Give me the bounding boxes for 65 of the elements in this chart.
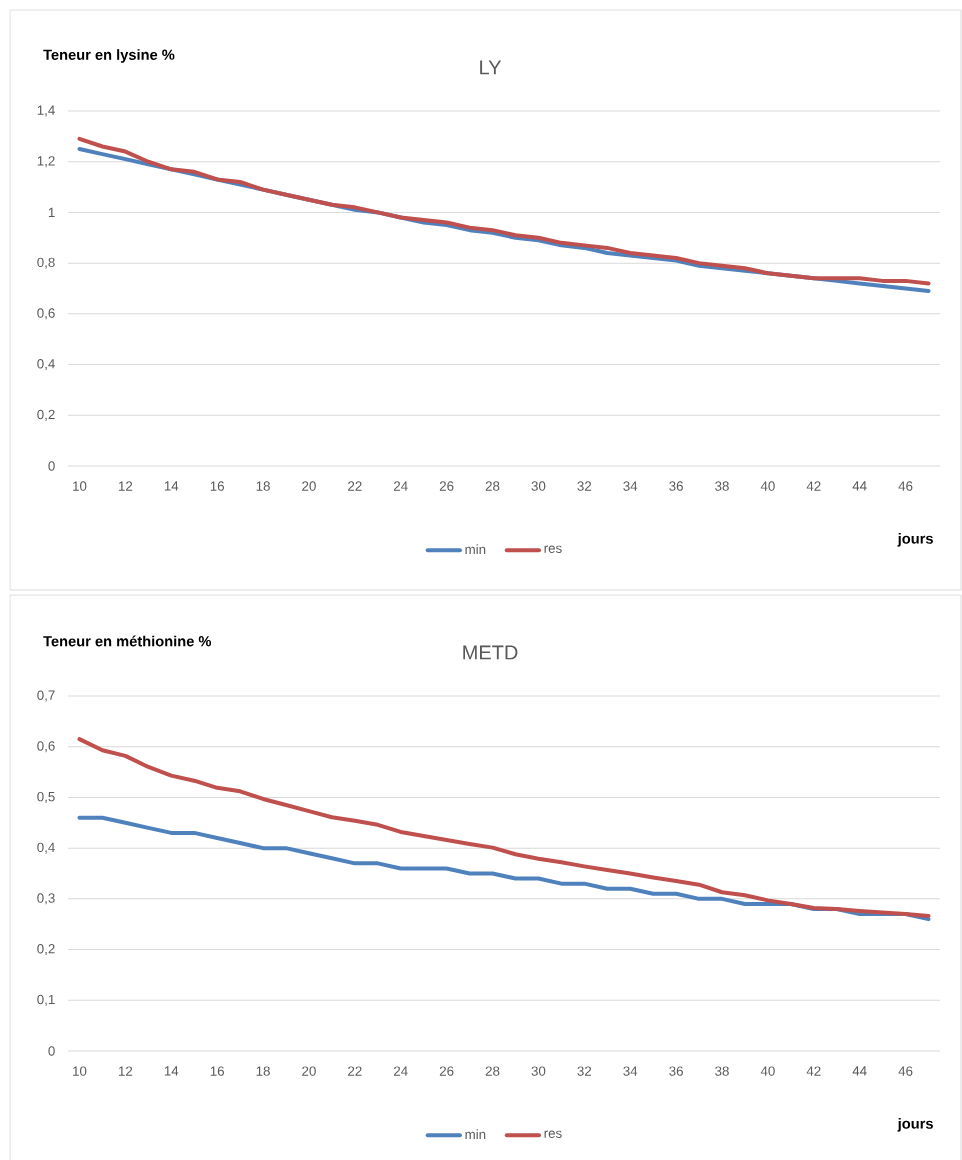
x-tick-label: 20 bbox=[302, 481, 316, 491]
x-tick-label: 44 bbox=[852, 1066, 867, 1076]
x-tick-label: 16 bbox=[210, 481, 224, 491]
y-tick-label: 0,6 bbox=[37, 308, 55, 320]
x-tick-label: 40 bbox=[760, 1066, 775, 1076]
y-tick-label: 0,2 bbox=[37, 944, 55, 956]
x-tick-label: 38 bbox=[715, 1066, 729, 1076]
y-tick-label: 1 bbox=[48, 207, 55, 218]
y-tick-label: 0,4 bbox=[37, 359, 55, 371]
y-tick-label: 0,2 bbox=[37, 409, 55, 421]
x-axis-title: jours bbox=[897, 1118, 933, 1132]
legend-label: min bbox=[465, 544, 486, 555]
x-tick-label: 34 bbox=[623, 1066, 638, 1076]
x-axis-title: jours bbox=[897, 533, 933, 547]
x-tick-label: 28 bbox=[485, 481, 500, 491]
x-tick-label: 30 bbox=[531, 1066, 546, 1076]
y-tick-label: 0,7 bbox=[37, 690, 55, 702]
y-axis-title: Teneur en lysine % bbox=[43, 49, 175, 63]
x-tick-label: 22 bbox=[348, 481, 362, 491]
x-tick-label: 42 bbox=[806, 481, 821, 491]
chart-title: METD bbox=[463, 645, 518, 660]
x-tick-label: 18 bbox=[256, 1066, 270, 1076]
x-tick-label: 24 bbox=[393, 481, 408, 491]
x-tick-label: 10 bbox=[73, 481, 87, 491]
y-axis-title: Teneur en méthionine % bbox=[43, 635, 212, 647]
x-tick-label: 32 bbox=[577, 481, 592, 491]
x-tick-label: 20 bbox=[302, 1066, 316, 1076]
x-tick-label: 32 bbox=[577, 1066, 592, 1076]
x-tick-label: 40 bbox=[760, 481, 775, 491]
x-tick-label: 46 bbox=[898, 1066, 913, 1076]
y-tick-label: 0,6 bbox=[37, 741, 55, 753]
y-tick-label: 0,4 bbox=[37, 842, 55, 854]
x-tick-label: 12 bbox=[118, 481, 133, 491]
x-tick-label: 46 bbox=[898, 481, 913, 491]
x-tick-label: 42 bbox=[806, 1066, 821, 1076]
y-tick-label: 0 bbox=[48, 1046, 55, 1056]
x-tick-label: 12 bbox=[118, 1066, 133, 1076]
x-tick-label: 16 bbox=[210, 1066, 224, 1076]
y-tick-label: 0,3 bbox=[37, 893, 55, 905]
x-tick-label: 14 bbox=[164, 481, 179, 491]
x-tick-label: 14 bbox=[164, 1066, 179, 1076]
x-tick-label: 28 bbox=[485, 1066, 500, 1076]
x-tick-label: 24 bbox=[393, 1066, 408, 1076]
x-tick-label: 26 bbox=[439, 481, 454, 491]
x-tick-label: 34 bbox=[623, 481, 638, 491]
y-tick-label: 0,8 bbox=[37, 257, 55, 269]
legend-label: res bbox=[544, 1130, 562, 1138]
x-tick-label: 10 bbox=[73, 1066, 87, 1076]
y-tick-label: 0,1 bbox=[37, 994, 55, 1006]
chart-title: LY bbox=[480, 60, 502, 75]
x-tick-label: 26 bbox=[439, 1066, 454, 1076]
legend-label: min bbox=[465, 1129, 486, 1140]
x-tick-label: 36 bbox=[669, 481, 683, 491]
y-tick-label: 1,2 bbox=[37, 156, 55, 168]
y-tick-label: 1,4 bbox=[37, 105, 55, 117]
x-tick-label: 38 bbox=[715, 481, 729, 491]
x-tick-label: 22 bbox=[348, 1066, 362, 1076]
x-tick-label: 18 bbox=[256, 481, 270, 491]
y-tick-label: 0,5 bbox=[37, 791, 55, 803]
line-series bbox=[77, 737, 931, 919]
legend-label: res bbox=[544, 545, 562, 553]
x-tick-label: 30 bbox=[531, 481, 546, 491]
y-tick-label: 0 bbox=[48, 461, 55, 471]
x-tick-label: 36 bbox=[669, 1066, 683, 1076]
x-tick-label: 44 bbox=[852, 481, 867, 491]
